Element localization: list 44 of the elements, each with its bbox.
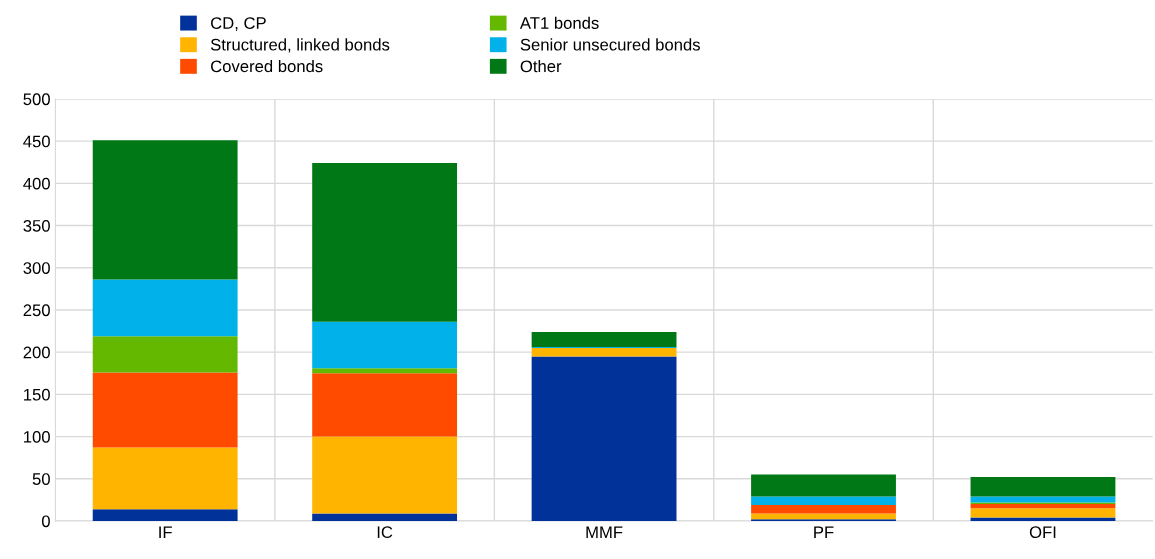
x-tick-label: IF: [159, 526, 172, 538]
bar: [312, 513, 458, 521]
bar: [970, 504, 1116, 509]
bar: [970, 508, 1116, 518]
x-tick-label: MMF: [586, 526, 623, 538]
y-tick-label: 450: [23, 135, 50, 148]
bar: [92, 140, 238, 280]
legend-label: Other: [520, 59, 562, 73]
bar: [92, 279, 238, 337]
bar: [312, 368, 458, 374]
y-tick-label: 50: [32, 473, 50, 485]
bar: [312, 436, 458, 514]
y-tick-label: 100: [24, 430, 50, 443]
bar: [531, 347, 677, 357]
legend-label: AT1 bonds: [519, 16, 599, 29]
y-tick-label: 250: [23, 304, 50, 317]
bar: [92, 447, 238, 510]
y-tick-label: 500: [23, 93, 50, 106]
bar: [312, 373, 458, 437]
bar: [312, 321, 458, 369]
y-tick-label: 150: [24, 388, 50, 401]
x-tick-label: PF: [814, 526, 834, 538]
bar: [751, 513, 896, 520]
legend-label: Structured, linked bonds: [210, 38, 390, 53]
bar: [531, 356, 677, 521]
y-tick-label: 0: [41, 515, 50, 528]
legend-label: CD, CP: [211, 17, 266, 31]
y-tick-label: 350: [23, 219, 50, 232]
bar: [751, 474, 896, 497]
bar: [92, 336, 238, 373]
x-tick-label: OFI: [1029, 526, 1056, 539]
bar: [531, 331, 677, 348]
bar: [751, 496, 896, 505]
y-tick-label: 400: [23, 177, 50, 190]
bar: [970, 477, 1116, 497]
y-tick-label: 300: [23, 262, 50, 274]
bar: [92, 372, 238, 448]
legend-label: Covered bonds: [211, 59, 323, 73]
bar: [312, 163, 458, 322]
x-tick-label: IC: [377, 526, 393, 539]
y-tick-label: 200: [23, 346, 50, 359]
bar: [92, 509, 238, 521]
bar: [751, 504, 896, 514]
legend-label: Senior unsecured bonds: [520, 38, 700, 51]
